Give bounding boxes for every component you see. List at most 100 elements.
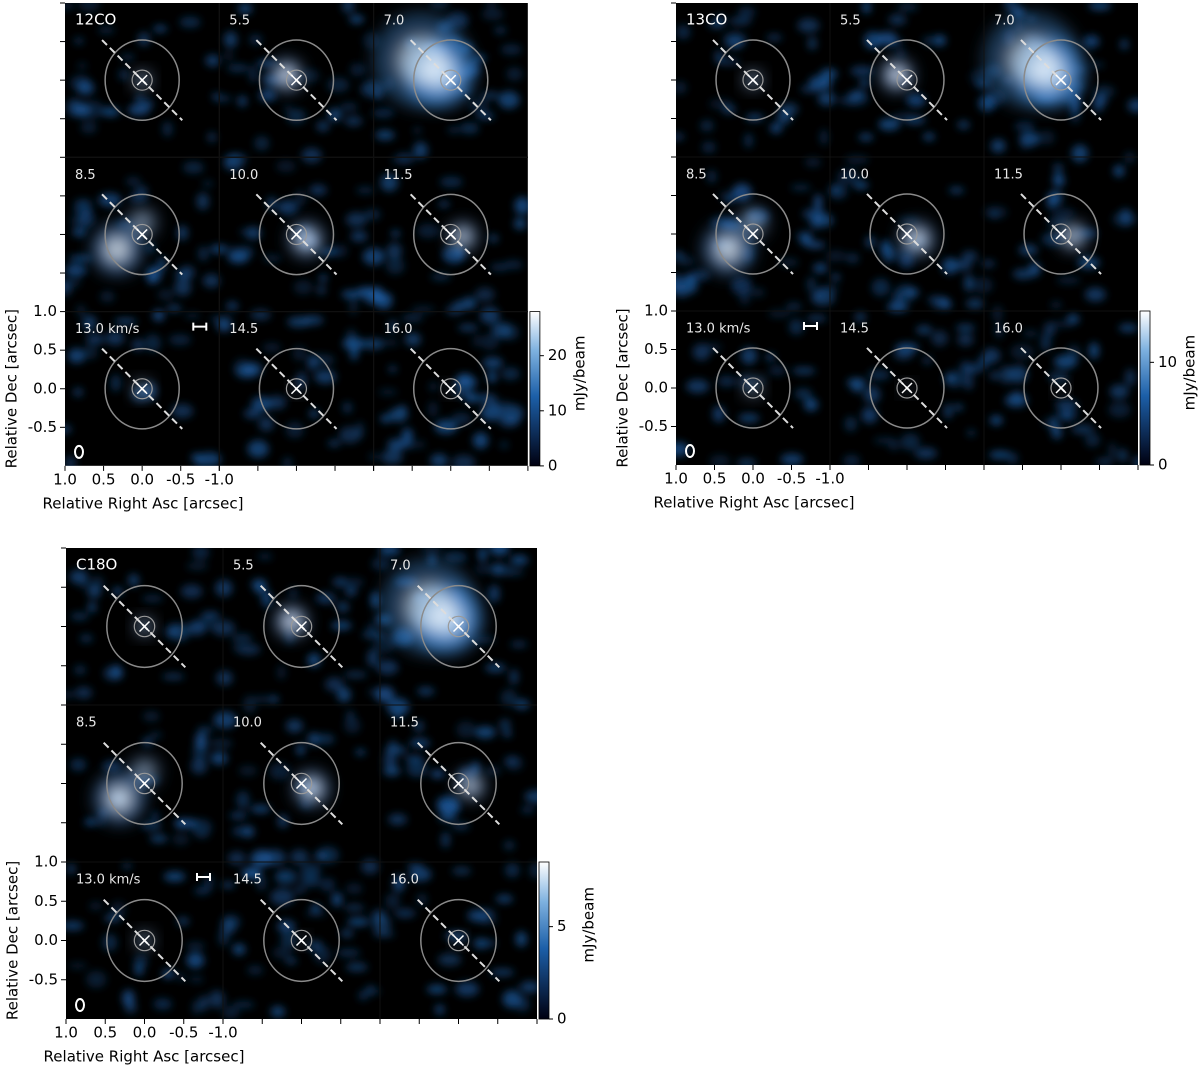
noise-blob [122, 989, 135, 1007]
y-tick-label: 1.0 [33, 302, 57, 320]
noise-blob [416, 686, 436, 696]
noise-blob [488, 584, 500, 603]
noise-blob [957, 120, 970, 130]
noise-blob [503, 260, 523, 270]
noise-blob [267, 395, 287, 410]
noise-blob [510, 555, 529, 566]
noise-blob [898, 216, 919, 223]
noise-blob [296, 743, 306, 756]
inner-contour [896, 223, 918, 245]
colorbar-tick-label: 10 [548, 401, 567, 419]
noise-blob [277, 665, 286, 680]
noise-blob [368, 453, 380, 460]
noise-blob [989, 415, 1003, 426]
noise-blob [73, 387, 83, 397]
noise-blob [195, 832, 210, 839]
noise-blob [943, 403, 953, 419]
noise-blob [166, 304, 182, 312]
noise-blob [191, 618, 215, 631]
noise-blob [257, 553, 273, 560]
noise-blob [65, 3, 75, 10]
noise-blob [914, 447, 937, 459]
noise-blob [498, 91, 520, 109]
noise-blob [427, 401, 438, 418]
noise-blob [299, 875, 321, 888]
y-tick-label: 1.0 [644, 302, 668, 320]
contour [258, 347, 335, 430]
noise-blob [371, 909, 387, 924]
contour [869, 347, 945, 429]
x-tick-label: -0.5 [166, 470, 195, 488]
center-cross [138, 620, 151, 633]
noise-blob [101, 107, 120, 117]
noise-blob [331, 892, 343, 907]
noise-blob [145, 245, 156, 252]
noise-blob [963, 373, 974, 390]
contour [412, 347, 489, 430]
noise-blob [381, 450, 403, 465]
noise-blob [316, 284, 326, 296]
noise-blob [345, 212, 367, 227]
noise-blob [313, 946, 331, 964]
noise-blob [210, 751, 228, 765]
emission-core [404, 582, 453, 631]
noise-blob [375, 130, 395, 141]
noise-blob [1055, 399, 1078, 410]
noise-blob [186, 952, 205, 969]
noise-blob [828, 183, 848, 200]
noise-blob [1007, 452, 1019, 465]
center-cross [138, 934, 151, 947]
noise-blob [79, 634, 93, 643]
noise-blob [1071, 144, 1089, 163]
noise-blob [356, 286, 375, 297]
noise-blob [676, 24, 691, 40]
noise-blob [426, 984, 447, 994]
noise-blob [712, 405, 725, 423]
noise-blob [736, 458, 757, 465]
noise-blob [472, 334, 481, 348]
noise-blob [510, 641, 528, 648]
noise-blob [67, 348, 86, 364]
beam [75, 998, 85, 1012]
contour [412, 193, 489, 276]
noise-blob [863, 385, 881, 404]
scale-bar [196, 873, 211, 881]
noise-blob [186, 942, 205, 951]
noise-blob [1010, 390, 1024, 402]
noise-blob [70, 758, 87, 772]
noise-blob [837, 168, 860, 185]
noise-blob [250, 804, 271, 814]
y-tick-label: -0.5 [28, 418, 57, 436]
noise-blob [182, 161, 204, 174]
noise-blob [226, 301, 239, 311]
noise-blob [471, 54, 487, 61]
center-cross [295, 777, 308, 790]
noise-blob [409, 867, 432, 882]
noise-blob [820, 68, 838, 80]
contour [420, 898, 497, 983]
noise-blob [906, 93, 926, 107]
noise-blob [956, 260, 973, 272]
noise-blob [365, 984, 376, 995]
noise-blob [69, 255, 93, 262]
noise-blob [347, 917, 370, 927]
noise-blob [270, 1006, 285, 1018]
noise-blob [845, 253, 860, 264]
noise-blob [349, 344, 359, 361]
noise-blob [104, 666, 124, 681]
noise-blob [380, 173, 399, 192]
noise-blob [66, 690, 76, 699]
inner-contour [290, 929, 313, 952]
noise-blob [277, 200, 298, 215]
noise-blob [141, 821, 162, 831]
inner-contour [131, 223, 153, 246]
y-axis-label: Relative Dec [arcsec] [614, 308, 632, 467]
noise-blob [451, 412, 472, 426]
noise-blob [806, 314, 827, 322]
noise-blob [447, 126, 461, 134]
center-cross [290, 228, 302, 240]
noise-blob [254, 581, 265, 595]
noise-blob [316, 846, 340, 864]
noise-blob [1095, 458, 1114, 465]
noise-blob [361, 859, 379, 875]
